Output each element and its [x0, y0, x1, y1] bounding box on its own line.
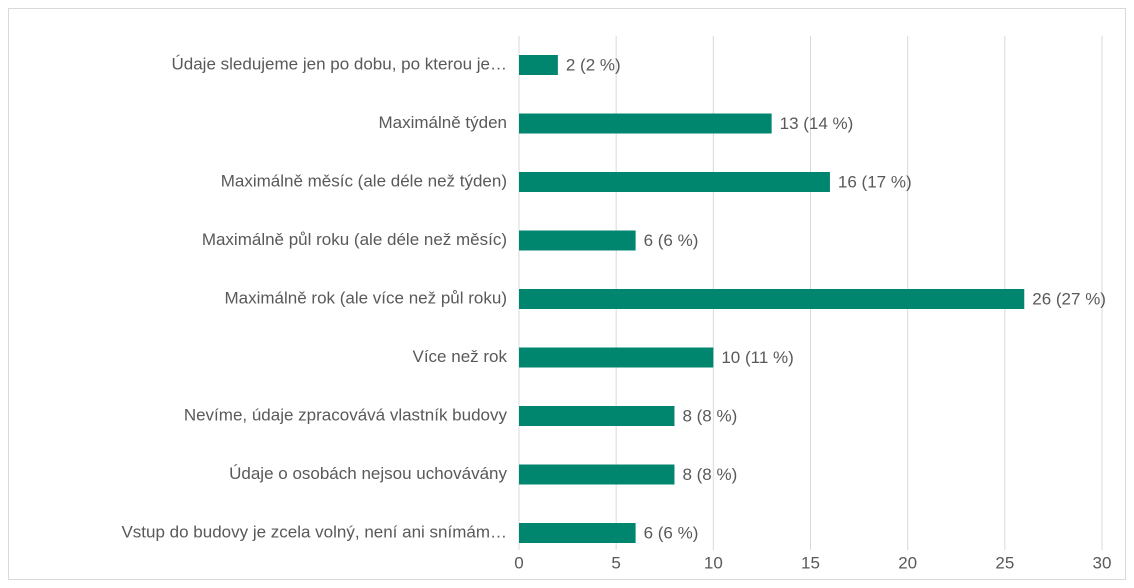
data-label: 6 (6 %) — [644, 523, 699, 542]
data-label: 13 (14 %) — [780, 114, 854, 133]
y-tick-label: Maximálně půl roku (ale déle než měsíc) — [202, 230, 507, 249]
x-tick-label: 0 — [514, 553, 523, 572]
data-label: 6 (6 %) — [644, 231, 699, 250]
bar — [519, 113, 772, 134]
data-label: 8 (8 %) — [682, 465, 737, 484]
bar — [519, 406, 675, 426]
x-tick-label: 25 — [995, 553, 1014, 572]
bar — [519, 172, 830, 192]
y-tick-label: Nevíme, údaje zpracovává vlastník budovy — [184, 405, 508, 424]
data-label: 10 (11 %) — [721, 348, 793, 367]
y-tick-label: Maximálně rok (ale více než půl roku) — [224, 288, 507, 307]
x-tick-label: 10 — [704, 553, 723, 572]
data-label: 26 (27 %) — [1032, 289, 1106, 308]
x-tick-label: 15 — [801, 553, 820, 572]
y-tick-label: Údaje sledujeme jen po dobu, po kterou j… — [172, 54, 508, 73]
x-tick-label: 5 — [611, 553, 620, 572]
y-tick-label: Maximálně týden — [378, 113, 507, 132]
data-label: 8 (8 %) — [682, 406, 737, 425]
bar — [519, 230, 636, 251]
y-tick-label: Vstup do budovy je zcela volný, není ani… — [121, 522, 507, 541]
bar — [519, 289, 1025, 309]
y-tick-label: Údaje o osobách nejsou uchovávány — [229, 464, 507, 483]
bar — [519, 523, 636, 543]
data-label: 16 (17 %) — [838, 172, 912, 191]
x-tick-label: 20 — [898, 553, 917, 572]
x-tick-label: 30 — [1093, 553, 1112, 572]
y-tick-label: Maximálně měsíc (ale déle než týden) — [221, 171, 507, 190]
bar — [519, 464, 675, 485]
bar — [519, 347, 714, 368]
bar — [519, 55, 558, 75]
data-label: 2 (2 %) — [566, 55, 621, 74]
y-tick-label: Více než rok — [413, 347, 508, 366]
